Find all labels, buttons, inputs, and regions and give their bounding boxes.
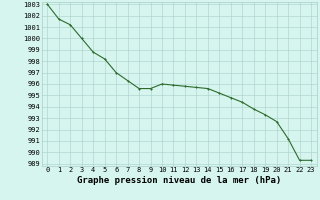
X-axis label: Graphe pression niveau de la mer (hPa): Graphe pression niveau de la mer (hPa) bbox=[77, 176, 281, 185]
